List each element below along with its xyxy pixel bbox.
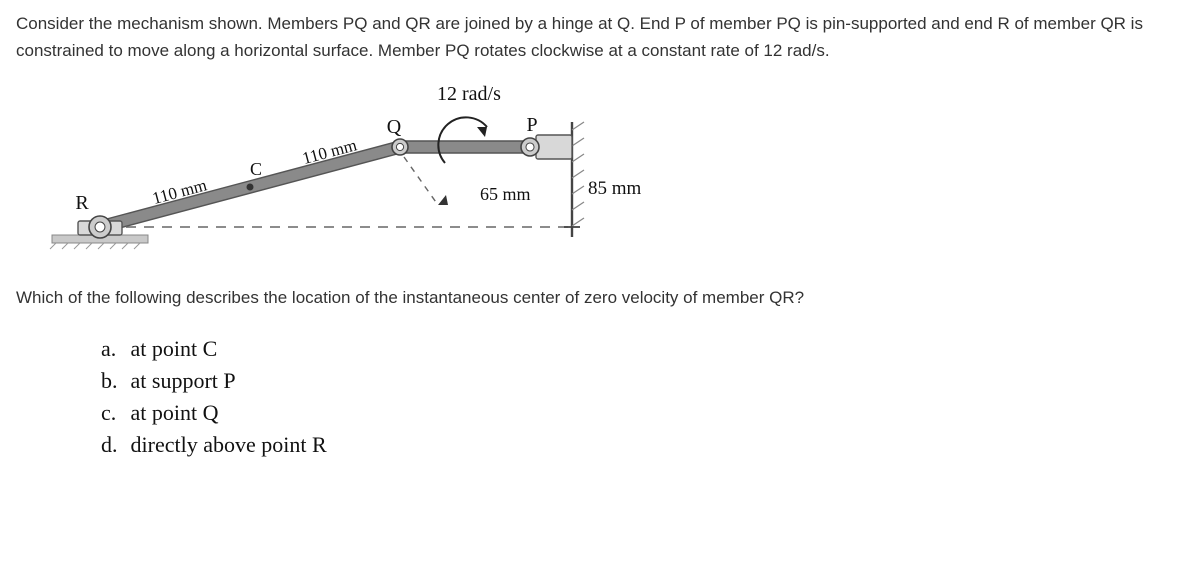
option-b-text: at support P: [131, 368, 236, 393]
svg-text:C: C: [250, 159, 262, 179]
option-c-text: at point Q: [131, 400, 219, 425]
option-d-text: directly above point R: [131, 432, 327, 457]
option-c: c. at point Q: [101, 397, 1184, 429]
option-a-letter: a.: [101, 333, 125, 365]
option-c-letter: c.: [101, 397, 125, 429]
option-b: b. at support P: [101, 365, 1184, 397]
svg-text:R: R: [75, 192, 89, 214]
option-b-letter: b.: [101, 365, 125, 397]
option-d-letter: d.: [101, 429, 125, 461]
problem-statement: Consider the mechanism shown. Members PQ…: [16, 10, 1184, 64]
answer-options: a. at point C b. at support P c. at poin…: [101, 333, 1184, 461]
question-text: Which of the following describes the loc…: [16, 285, 1184, 311]
svg-text:85 mm: 85 mm: [588, 178, 642, 199]
option-d: d. directly above point R: [101, 429, 1184, 461]
option-a: a. at point C: [101, 333, 1184, 365]
svg-text:P: P: [526, 114, 537, 136]
svg-text:Q: Q: [387, 116, 402, 138]
mechanism-figure: 12 rad/sQPRC110 mm110 mm65 mm85 mm: [40, 82, 1184, 257]
svg-text:65 mm: 65 mm: [480, 184, 531, 204]
option-a-text: at point C: [131, 336, 218, 361]
svg-text:12 rad/s: 12 rad/s: [437, 83, 501, 105]
